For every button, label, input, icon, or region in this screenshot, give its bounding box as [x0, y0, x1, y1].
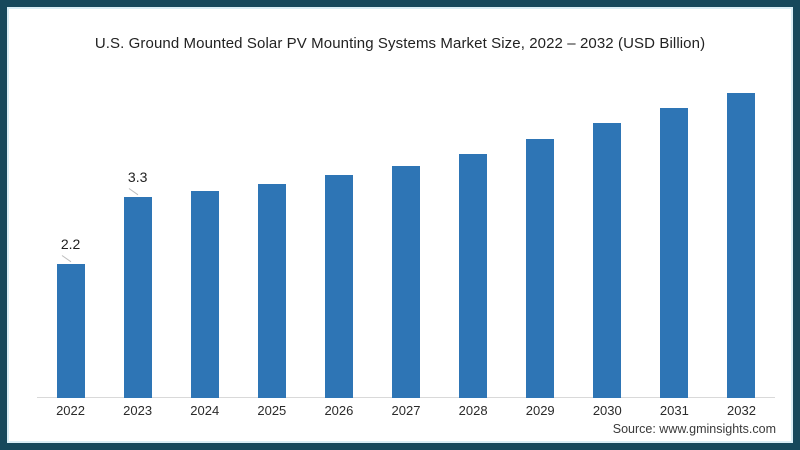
bar-value-label-2023: 3.3 — [127, 169, 148, 185]
bar-2031 — [660, 108, 689, 398]
bar-2022 — [56, 264, 85, 398]
x-tick-label-2032: 2032 — [727, 403, 756, 418]
bar-group-2024 — [171, 87, 238, 398]
x-tick-label-2022: 2022 — [56, 403, 85, 418]
bar-value-label-2022: 2.2 — [60, 236, 81, 252]
x-tick-label-2028: 2028 — [458, 403, 488, 418]
x-tick-label-2026: 2026 — [324, 403, 354, 418]
x-tick-label-2030: 2030 — [592, 403, 622, 418]
bar-2032 — [727, 93, 756, 398]
source-credit: Source: www.gminsights.com — [612, 422, 776, 436]
bar-2029 — [526, 139, 555, 398]
plot-area: 2.2 3.3 — [37, 87, 775, 398]
x-tick-label-2023: 2023 — [123, 403, 153, 418]
leader-line — [61, 255, 71, 263]
bar-group-2031 — [641, 87, 708, 398]
bar-group-2027 — [372, 87, 439, 398]
bar-group-2032 — [708, 87, 775, 398]
bar-group-2022: 2.2 — [37, 87, 104, 398]
bar-group-2026 — [305, 87, 372, 398]
bar-group-2028 — [440, 87, 507, 398]
x-axis-labels: 2022 2023 2024 2025 2026 2027 2028 2029 2030 2031… — [37, 403, 775, 418]
bar-group-2029 — [507, 87, 574, 398]
bar-2030 — [593, 123, 622, 398]
bar-group-2030 — [574, 87, 641, 398]
leader-line — [128, 188, 138, 196]
bar-group-2023: 3.3 — [104, 87, 171, 398]
x-tick-label-2025: 2025 — [257, 403, 287, 418]
x-tick-label-2024: 2024 — [190, 403, 220, 418]
x-tick-label-2031: 2031 — [659, 403, 689, 418]
bars-container: 2.2 3.3 — [37, 87, 775, 398]
bar-2026 — [324, 175, 353, 398]
bar-2025 — [257, 184, 286, 398]
bar-2027 — [392, 166, 421, 398]
x-tick-label-2027: 2027 — [391, 403, 421, 418]
bar-2024 — [190, 191, 219, 398]
bar-2028 — [459, 154, 488, 398]
bar-2023 — [123, 197, 152, 398]
chart-title: U.S. Ground Mounted Solar PV Mounting Sy… — [94, 35, 706, 52]
x-tick-label-2029: 2029 — [525, 403, 555, 418]
bar-group-2025 — [238, 87, 305, 398]
